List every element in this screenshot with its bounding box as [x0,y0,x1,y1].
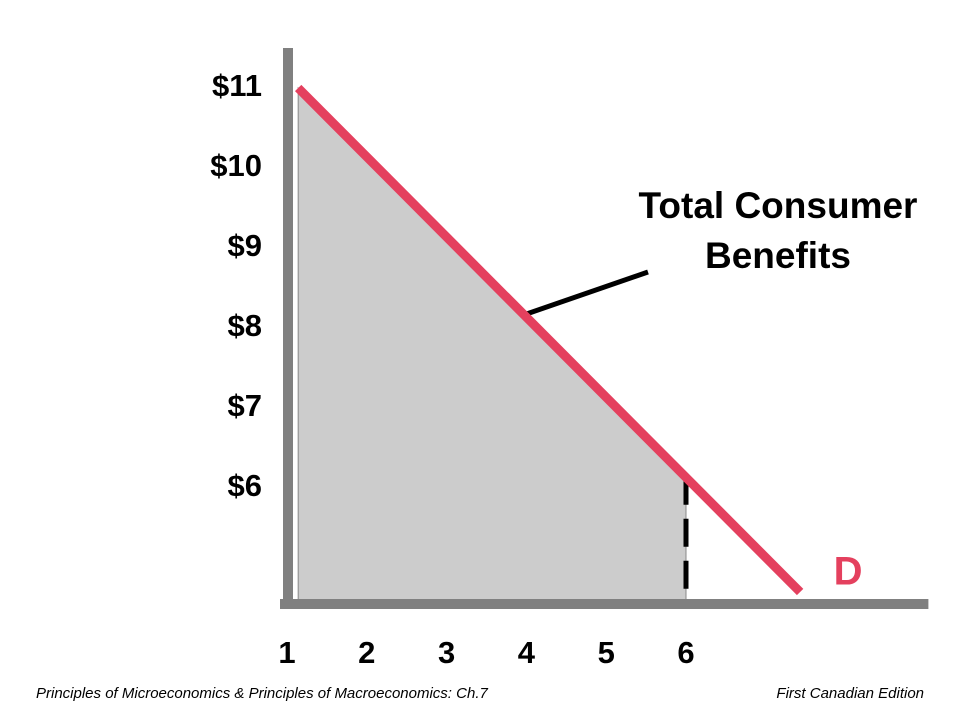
series-label: D [834,550,863,594]
annotation-line: Total Consumer [639,185,918,226]
y-tick-label: $9 [228,228,262,263]
annotation-line: Benefits [705,235,851,276]
y-tick-label: $6 [228,468,262,503]
shaded-area [297,86,687,605]
x-tick-label: 4 [518,635,536,670]
y-tick-label: $10 [210,148,262,183]
footer-left: Principles of Microeconomics & Principle… [36,685,488,702]
y-tick-label: $7 [228,388,262,423]
x-tick-label: 6 [677,635,694,670]
x-tick-label: 1 [278,635,295,670]
x-tick-label: 3 [438,635,455,670]
y-tick-label: $8 [228,308,262,343]
y-tick-label: $11 [212,68,262,103]
demand-line [294,84,804,596]
x-tick-label: 2 [358,635,375,670]
footer-right: First Canadian Edition [776,685,924,702]
x-tick-label: 5 [598,635,615,670]
